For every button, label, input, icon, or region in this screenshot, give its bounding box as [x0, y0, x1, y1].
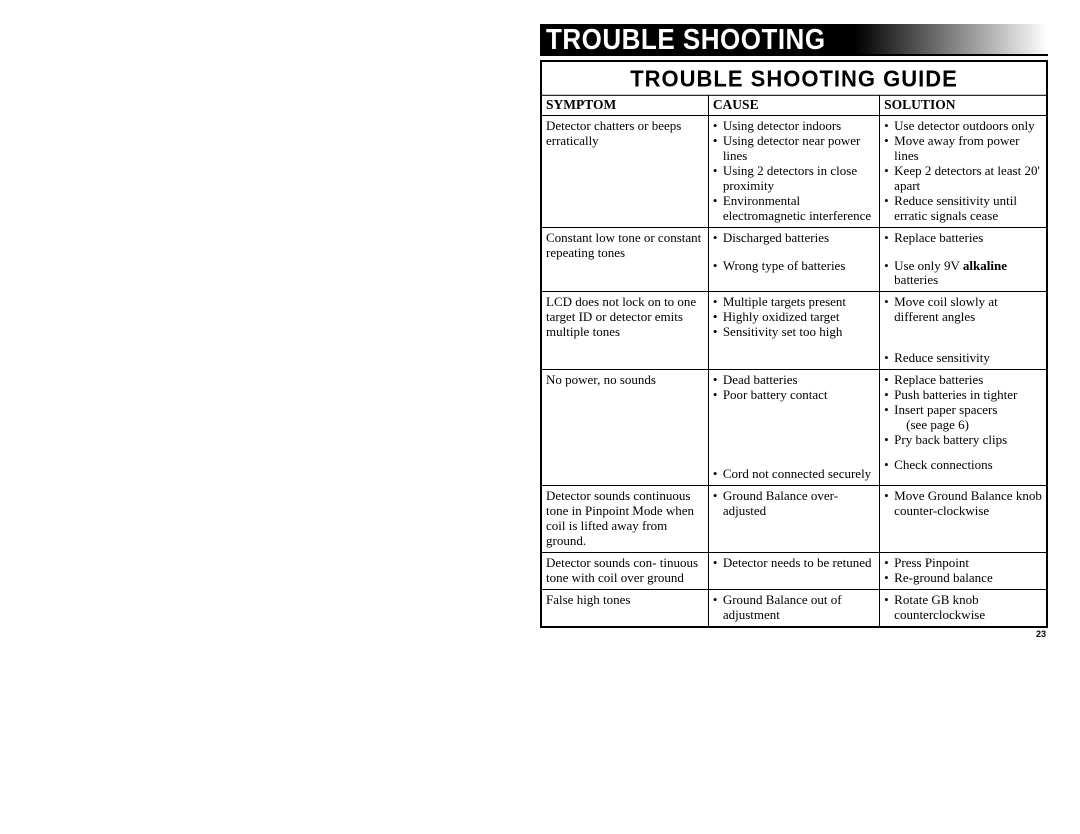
cell-solution: Press PinpointRe-ground balance: [880, 552, 1046, 589]
col-header-cause: CAUSE: [708, 95, 879, 116]
cell-symptom: Detector sounds con- tinuous tone with c…: [542, 552, 708, 589]
cell-cause: Ground Balance out of adjustment: [708, 589, 879, 625]
troubleshooting-table: SYMPTOM CAUSE SOLUTION Detector chatters…: [542, 95, 1046, 626]
cell-symptom: False high tones: [542, 589, 708, 625]
section-header: TROUBLE SHOOTING: [546, 22, 826, 56]
cell-cause: Discharged batteriesWrong type of batter…: [708, 227, 879, 292]
cell-cause: Ground Balance over-adjusted: [708, 486, 879, 553]
header-bar: TROUBLE SHOOTING: [540, 24, 1048, 56]
cell-solution: Move coil slowly at different anglesRedu…: [880, 292, 1046, 370]
table-container: TROUBLE SHOOTING GUIDE SYMPTOM CAUSE SOL…: [540, 60, 1048, 628]
table-row: Detector sounds con- tinuous tone with c…: [542, 552, 1046, 589]
cell-solution: Replace batteriesUse only 9V alkaline ba…: [880, 227, 1046, 292]
cell-solution: Rotate GB knob counterclockwise: [880, 589, 1046, 625]
table-row: False high tonesGround Balance out of ad…: [542, 589, 1046, 625]
page: TROUBLE SHOOTING TROUBLE SHOOTING GUIDE …: [540, 24, 1048, 639]
table-row: No power, no soundsDead batteriesPoor ba…: [542, 370, 1046, 486]
table-row: LCD does not lock on to one target ID or…: [542, 292, 1046, 370]
cell-cause: Detector needs to be retuned: [708, 552, 879, 589]
cell-solution: Use detector outdoors onlyMove away from…: [880, 116, 1046, 228]
table-body: Detector chatters or beeps erraticallyUs…: [542, 116, 1046, 626]
cell-symptom: Detector sounds continuous tone in Pinpo…: [542, 486, 708, 553]
cell-symptom: Detector chatters or beeps erratically: [542, 116, 708, 228]
page-number: 23: [540, 628, 1048, 639]
cell-symptom: No power, no sounds: [542, 370, 708, 486]
table-row: Detector sounds continuous tone in Pinpo…: [542, 486, 1046, 553]
cell-solution: Move Ground Balance knob counter-clockwi…: [880, 486, 1046, 553]
cell-symptom: LCD does not lock on to one target ID or…: [542, 292, 708, 370]
cell-solution: Replace batteriesPush batteries in tight…: [880, 370, 1046, 486]
cell-symptom: Constant low tone or constant repeating …: [542, 227, 708, 292]
col-header-symptom: SYMPTOM: [542, 95, 708, 116]
cell-cause: Multiple targets presentHighly oxidized …: [708, 292, 879, 370]
table-row: Constant low tone or constant repeating …: [542, 227, 1046, 292]
col-header-solution: SOLUTION: [880, 95, 1046, 116]
guide-title: TROUBLE SHOOTING GUIDE: [542, 61, 1046, 96]
cell-cause: Using detector indoorsUsing detector nea…: [708, 116, 879, 228]
table-row: Detector chatters or beeps erraticallyUs…: [542, 116, 1046, 228]
cell-cause: Dead batteriesPoor battery contactCord n…: [708, 370, 879, 486]
